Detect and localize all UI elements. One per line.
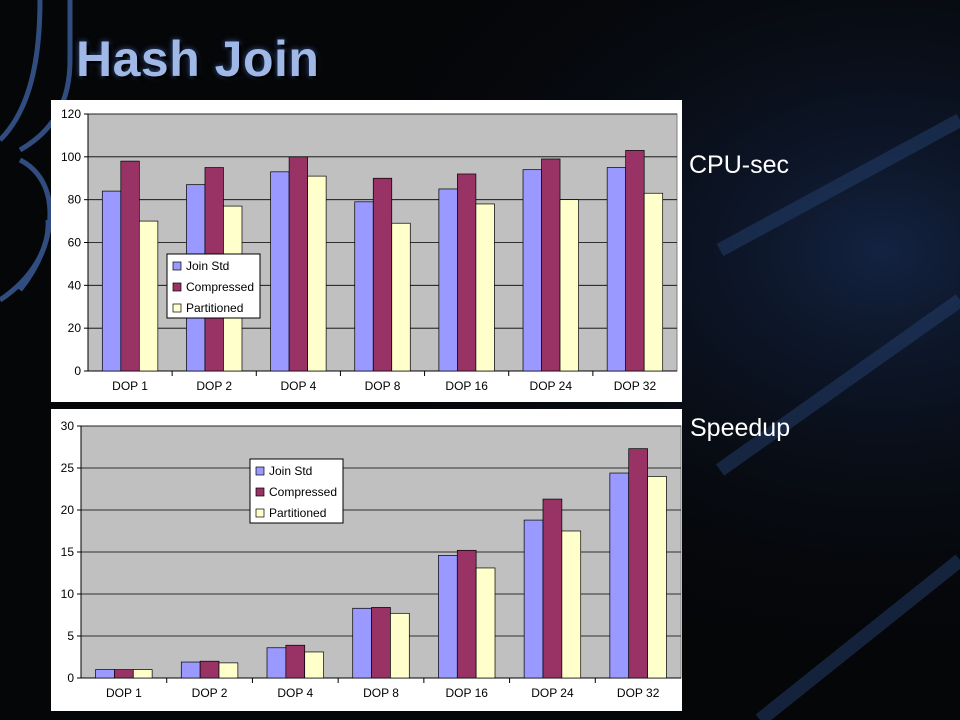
bar	[541, 158, 561, 372]
bar	[475, 567, 496, 679]
speedup-chart: 0 5 10 15 20 25 30 DOP 1 DOP 2 DOP 4 DOP 8 DOP 16 DO…	[51, 409, 682, 711]
bar	[475, 203, 495, 372]
y-tick-label: 5	[67, 629, 74, 643]
speedup-chart-svg: 0 5 10 15 20 25 30 DOP 1 DOP 2 DOP 4 DOP 8 DOP 16 DO…	[61, 419, 682, 700]
bar	[372, 177, 393, 372]
x-tick-label: DOP 24	[531, 686, 574, 700]
bar	[522, 169, 542, 372]
bar	[438, 555, 458, 679]
x-tick-label: DOP 24	[530, 379, 573, 393]
legend-label: Join Std	[269, 464, 312, 478]
y-tick-label: 30	[61, 419, 75, 433]
bar	[307, 175, 327, 372]
x-tick-label: DOP 4	[280, 379, 316, 393]
legend-swatch	[172, 303, 182, 313]
y-tick-label: 15	[61, 545, 75, 559]
bar	[606, 167, 627, 372]
bar	[288, 156, 308, 372]
bar	[138, 220, 159, 372]
speedup-label: Speedup	[690, 414, 791, 442]
bar	[132, 669, 153, 679]
x-tick-label: DOP 32	[617, 686, 660, 700]
bar	[199, 660, 220, 679]
cpu-sec-chart: 0 20 40 60 80 100 120 DOP 1 DOP 2 DOP 4 DOP 8 DOP 1…	[51, 100, 682, 402]
bar	[120, 160, 140, 372]
slide-title: Hash Join	[76, 31, 320, 87]
x-tick-label: DOP 2	[192, 686, 228, 700]
bar	[95, 669, 115, 679]
bar	[285, 644, 306, 679]
bar	[456, 549, 477, 679]
y-tick-label: 10	[61, 587, 75, 601]
legend-swatch	[255, 466, 265, 476]
y-tick-label: 20	[68, 321, 82, 335]
bar	[391, 222, 411, 372]
decorative-curves	[0, 0, 73, 303]
legend-label: Compressed	[269, 485, 337, 499]
cpu-sec-chart-svg: 0 20 40 60 80 100 120 DOP 1 DOP 2 DOP 4 DOP 8 DOP 1…	[61, 107, 678, 393]
legend-label: Partitioned	[186, 301, 243, 315]
bar	[542, 498, 563, 679]
bar	[561, 530, 582, 679]
bar	[457, 173, 477, 372]
bar	[114, 669, 134, 679]
bar	[270, 171, 290, 372]
y-tick-label: 120	[61, 107, 81, 121]
bar	[390, 612, 410, 679]
y-tick-label: 20	[61, 503, 75, 517]
x-tick-label: DOP 4	[277, 686, 313, 700]
legend-label: Join Std	[186, 259, 229, 273]
bar	[647, 476, 667, 679]
bar	[609, 472, 630, 679]
legend-swatch	[172, 261, 182, 271]
x-tick-label: DOP 16	[445, 379, 488, 393]
bar	[101, 190, 122, 372]
bar	[354, 201, 374, 372]
bar	[438, 188, 458, 372]
cpu-sec-label: CPU-sec	[689, 151, 790, 179]
bar	[266, 647, 287, 679]
x-tick-label: DOP 1	[112, 379, 148, 393]
y-tick-label: 80	[68, 193, 82, 207]
x-tick-label: DOP 8	[363, 686, 399, 700]
bar	[180, 661, 201, 679]
bar	[625, 150, 645, 372]
bar	[352, 607, 372, 679]
y-tick-label: 25	[61, 461, 75, 475]
legend-box	[166, 253, 261, 319]
bar	[218, 662, 239, 679]
y-tick-label: 0	[67, 671, 74, 685]
x-tick-label: DOP 8	[365, 379, 401, 393]
legend-swatch	[255, 487, 265, 497]
bar	[559, 199, 579, 372]
x-tick-label: DOP 16	[445, 686, 488, 700]
legend-swatch	[172, 282, 182, 292]
x-tick-label: DOP 32	[614, 379, 657, 393]
bar	[643, 192, 664, 372]
bar	[523, 519, 544, 679]
y-tick-label: 100	[61, 150, 81, 164]
legend-label: Compressed	[186, 280, 254, 294]
legend-label: Partitioned	[269, 506, 326, 520]
x-tick-label: DOP 2	[196, 379, 232, 393]
y-tick-label: 40	[68, 278, 82, 292]
y-tick-label: 0	[74, 364, 81, 378]
bar	[628, 448, 648, 679]
legend-swatch	[255, 508, 265, 518]
bar	[304, 651, 324, 679]
bar	[371, 607, 391, 679]
legend-box	[249, 458, 344, 524]
y-tick-label: 60	[68, 236, 82, 250]
x-tick-label: DOP 1	[106, 686, 142, 700]
